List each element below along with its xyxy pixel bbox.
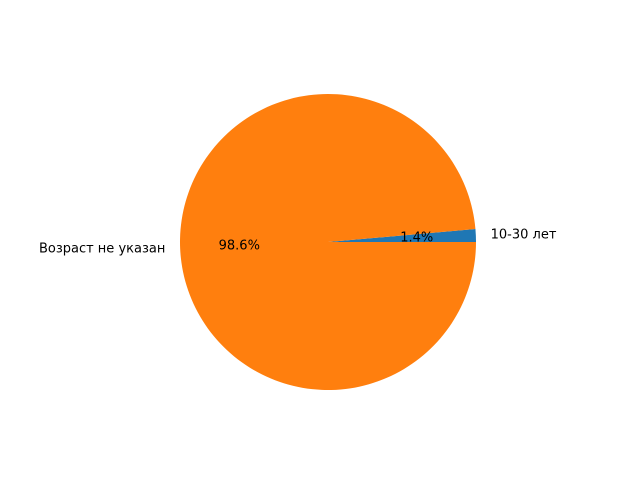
pie-slice-1 xyxy=(179,94,477,391)
pie-slice-label-1: Возраст не указан xyxy=(39,242,165,257)
pie-slice-label-0: 10-30 лет xyxy=(491,227,557,242)
pie-pct-label-1: 98.6% xyxy=(219,238,260,253)
pie-slice-0 xyxy=(328,228,476,242)
pie-slices xyxy=(179,94,477,391)
pie-labels: 10-30 лет 1.4% Возраст не указан 98.6% xyxy=(39,227,557,256)
pie-pct-label-0: 1.4% xyxy=(400,231,433,246)
